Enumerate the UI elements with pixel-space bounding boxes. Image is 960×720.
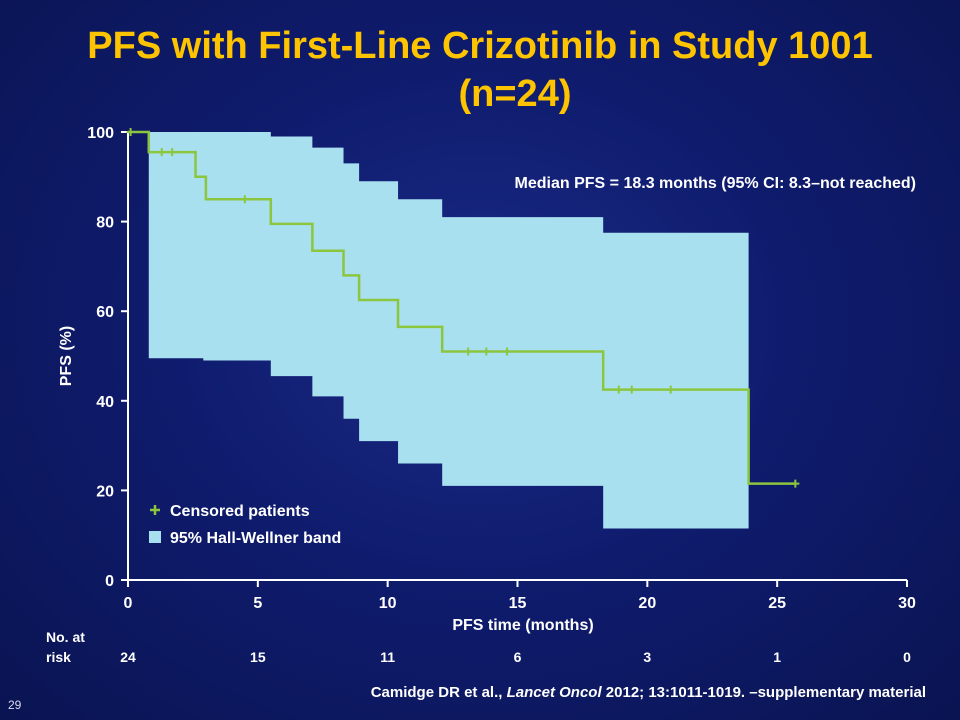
x-tick-label: 10 — [379, 595, 397, 612]
censor-mark — [240, 195, 249, 204]
x-tick-label: 20 — [638, 595, 656, 612]
title-line-1: PFS with First-Line Crizotinib in Study … — [87, 25, 873, 67]
censor-mark — [791, 479, 800, 488]
at-risk-value: 1 — [773, 649, 781, 665]
x-tick-label: 15 — [509, 595, 527, 612]
slide-number: 29 — [8, 698, 22, 712]
y-axis-label: PFS (%) — [58, 326, 75, 386]
y-tick-label: 60 — [96, 304, 114, 321]
censor-mark — [126, 128, 135, 136]
at-risk-value: 6 — [514, 649, 522, 665]
x-tick-label: 25 — [768, 595, 786, 612]
x-tick-label: 5 — [253, 595, 262, 612]
censor-mark — [464, 347, 473, 356]
km-curve — [128, 130, 796, 485]
censor-mark — [482, 347, 491, 356]
at-risk-value: 11 — [380, 649, 395, 665]
citation-author: Camidge DR et al., — [370, 684, 503, 701]
y-tick-label: 40 — [96, 394, 114, 411]
legend-label-censored: Censored patients — [170, 503, 310, 520]
x-axis-label: PFS time (months) — [452, 617, 593, 634]
legend-band-swatch — [149, 531, 161, 543]
at-risk-value: 24 — [120, 649, 136, 665]
y-tick-label: 80 — [96, 215, 114, 232]
censor-mark — [157, 148, 166, 157]
citation-rest: 2012; 13:1011-1019. –supplementary mater… — [605, 684, 926, 701]
title-line-2: (n=24) — [458, 73, 572, 115]
y-tick-label: 0 — [105, 573, 114, 590]
y-tick-label: 20 — [96, 483, 114, 500]
y-tick-label: 100 — [87, 125, 114, 142]
at-risk-value: 0 — [903, 649, 911, 665]
slide-title: PFS with First-Line Crizotinib in Study … — [0, 22, 960, 118]
at-risk-value: 3 — [643, 649, 651, 665]
at-risk-value: 15 — [250, 649, 266, 665]
citation-journal: Lancet Oncol — [506, 684, 602, 701]
at-risk-label-line1: No. at — [46, 629, 85, 645]
legend-label-band: 95% Hall-Wellner band — [170, 530, 341, 547]
censor-mark — [627, 385, 636, 394]
censor-mark — [666, 385, 675, 394]
x-tick-label: 0 — [124, 595, 133, 612]
median-pfs-annotation: Median PFS = 18.3 months (95% CI: 8.3–no… — [515, 175, 916, 192]
confidence-band — [148, 132, 749, 529]
censor-mark — [168, 148, 177, 157]
censor-mark — [503, 347, 512, 356]
censor-mark — [614, 385, 623, 394]
citation: Camidge DR et al., Lancet Oncol 2012; 13… — [371, 684, 926, 701]
at-risk-label-line2: risk — [46, 649, 71, 665]
x-tick-label: 30 — [898, 595, 916, 612]
legend-censor-marker — [150, 505, 160, 515]
